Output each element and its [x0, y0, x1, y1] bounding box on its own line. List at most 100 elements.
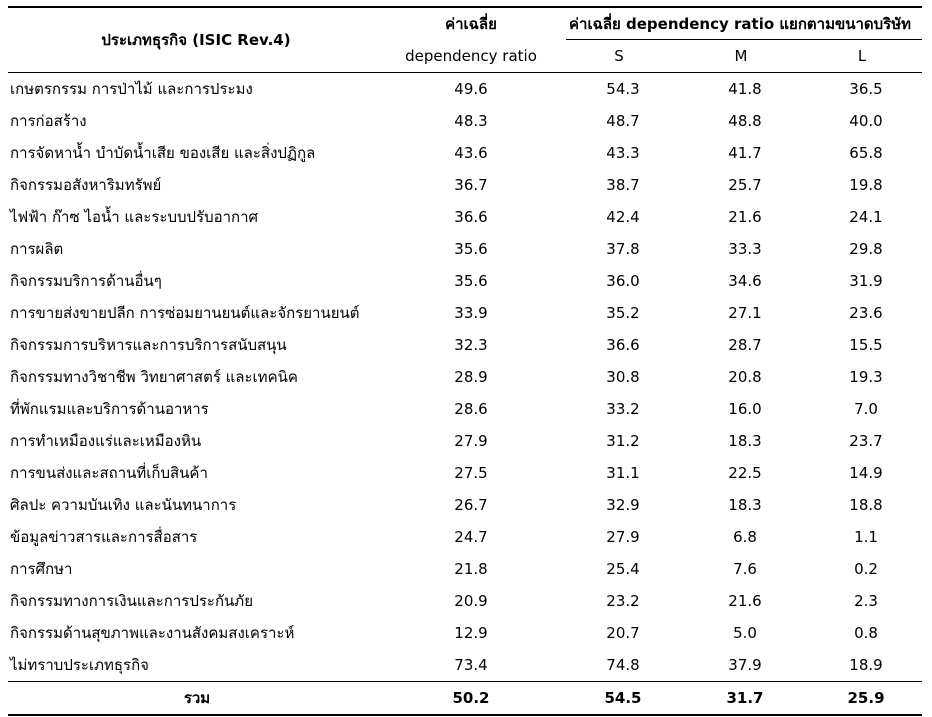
- cell-size-l: 29.8: [849, 240, 883, 258]
- table-row: ที่พักแรมและบริการด้านอาหาร 28.6 33.2 16.0 7…: [8, 393, 922, 425]
- cell-average: 20.9: [454, 592, 488, 610]
- cell-size-l: 18.9: [849, 656, 883, 674]
- table-row: การจัดหาน้ำ บำบัดน้ำเสีย ของเสีย และสิ่ง…: [8, 137, 922, 169]
- cell-average: 33.9: [454, 304, 488, 322]
- cell-size-l: 23.7: [849, 432, 883, 450]
- cell-size-s: 32.9: [606, 496, 640, 514]
- table-row: กิจกรรมทางวิชาชีพ วิทยาศาสตร์ และเทคนิค 2…: [8, 361, 922, 393]
- cell-average: 28.9: [454, 368, 488, 386]
- cell-size-m: 5.0: [733, 624, 757, 642]
- cell-size-l: 2.3: [854, 592, 878, 610]
- total-cell-size-l: 25.9: [847, 689, 885, 707]
- cell-category: ไฟฟ้า ก๊าซ ไอน้ำ และระบบปรับอากาศ: [10, 208, 259, 226]
- table-header: ประเภทธุรกิจ (ISIC Rev.4) ค่าเฉลี่ย depe…: [8, 7, 923, 73]
- cell-size-m: 37.9: [728, 656, 762, 674]
- cell-category: กิจกรรมการบริหารและการบริการสนับสนุน: [10, 336, 287, 354]
- cell-average: 24.7: [454, 528, 488, 546]
- cell-average: 35.6: [454, 240, 488, 258]
- cell-size-s: 36.0: [606, 272, 640, 290]
- total-cell-average: 50.2: [452, 689, 490, 707]
- cell-category: เกษตรกรรม การป่าไม้ และการประมง: [10, 80, 253, 98]
- by-size-underline: [566, 39, 923, 40]
- table-row: ศิลปะ ความบันเทิง และนันทนาการ 26.7 32.9 18…: [8, 489, 922, 521]
- table-row: ข้อมูลข่าวสารและการสื่อสาร 24.7 27.9 6.8 1.1: [8, 521, 922, 553]
- cell-average: 26.7: [454, 496, 488, 514]
- cell-size-l: 18.8: [849, 496, 883, 514]
- cell-size-s: 31.1: [606, 464, 640, 482]
- table-row: การขายส่งขายปลีก การซ่อมยานยนต์และจักรยา…: [8, 297, 922, 329]
- cell-average: 32.3: [454, 336, 488, 354]
- table-row: กิจกรรมด้านสุขภาพและงานสังคมสงเคราะห์ 12.…: [8, 617, 922, 649]
- cell-average: 48.3: [454, 112, 488, 130]
- cell-size-l: 31.9: [849, 272, 883, 290]
- cell-size-m: 34.6: [728, 272, 762, 290]
- cell-size-m: 18.3: [728, 432, 762, 450]
- cell-size-m: 41.7: [728, 144, 762, 162]
- cell-category: การผลิต: [10, 240, 64, 258]
- total-cell-size-s: 54.5: [604, 689, 642, 707]
- cell-size-l: 23.6: [849, 304, 883, 322]
- cell-size-s: 42.4: [606, 208, 640, 226]
- average-header-line1: ค่าเฉลี่ย: [445, 15, 497, 33]
- table-row: กิจกรรมการบริหารและการบริการสนับสนุน 32.3…: [8, 329, 922, 361]
- cell-size-l: 1.1: [854, 528, 878, 546]
- cell-size-l: 36.5: [849, 80, 883, 98]
- cell-category: กิจกรรมทางวิชาชีพ วิทยาศาสตร์ และเทคนิค: [10, 368, 298, 386]
- cell-category: การขายส่งขายปลีก การซ่อมยานยนต์และจักรยา…: [10, 304, 360, 322]
- cell-size-s: 74.8: [606, 656, 640, 674]
- table-row: ไฟฟ้า ก๊าซ ไอน้ำ และระบบปรับอากาศ 36.6 42.…: [8, 201, 922, 233]
- cell-size-m: 25.7: [728, 176, 762, 194]
- cell-average: 73.4: [454, 656, 488, 674]
- cell-size-l: 40.0: [849, 112, 883, 130]
- cell-average: 36.6: [454, 208, 488, 226]
- table-row: การศึกษา 21.8 25.4 7.6 0.2: [8, 553, 922, 585]
- cell-size-l: 24.1: [849, 208, 883, 226]
- cell-category: การก่อสร้าง: [10, 112, 87, 130]
- cell-size-l: 65.8: [849, 144, 883, 162]
- cell-size-s: 48.7: [606, 112, 640, 130]
- cell-size-l: 14.9: [849, 464, 883, 482]
- by-size-header: ค่าเฉลี่ย dependency ratio แยกตามขนาดบริ…: [558, 7, 923, 40]
- cell-average: 27.5: [454, 464, 488, 482]
- cell-category: ข้อมูลข่าวสารและการสื่อสาร: [10, 528, 198, 546]
- table-row: กิจกรรมทางการเงินและการประกันภัย 20.9 23.2…: [8, 585, 922, 617]
- table-row: การขนส่งและสถานที่เก็บสินค้า 27.5 31.1 22.5…: [8, 457, 922, 489]
- size-s-header: S: [558, 40, 680, 73]
- cell-average: 12.9: [454, 624, 488, 642]
- cell-average: 49.6: [454, 80, 488, 98]
- cell-size-l: 19.8: [849, 176, 883, 194]
- cell-category: การทำเหมืองแร่และเหมืองหิน: [10, 432, 202, 450]
- table-body: เกษตรกรรม การป่าไม้ และการประมง 49.6 54.3 4…: [8, 73, 923, 715]
- table-row: การทำเหมืองแร่และเหมืองหิน 27.9 31.2 18.3 23…: [8, 425, 922, 457]
- cell-size-m: 33.3: [728, 240, 762, 258]
- total-cell-category: รวม: [183, 689, 211, 707]
- cell-size-s: 38.7: [606, 176, 640, 194]
- cell-average: 43.6: [454, 144, 488, 162]
- cell-size-m: 18.3: [728, 496, 762, 514]
- cell-size-m: 20.8: [728, 368, 762, 386]
- cell-category: กิจกรรมด้านสุขภาพและงานสังคมสงเคราะห์: [10, 624, 295, 642]
- cell-size-l: 19.3: [849, 368, 883, 386]
- cell-size-m: 21.6: [728, 208, 762, 226]
- size-m-header: M: [680, 40, 802, 73]
- cell-size-s: 33.2: [606, 400, 640, 418]
- cell-size-l: 7.0: [854, 400, 878, 418]
- cell-size-m: 21.6: [728, 592, 762, 610]
- cell-size-m: 22.5: [728, 464, 762, 482]
- table-row: ไม่ทราบประเภทธุรกิจ 73.4 74.8 37.9 18.9: [8, 649, 922, 682]
- cell-size-s: 36.6: [606, 336, 640, 354]
- table-row: การผลิต 35.6 37.8 33.3 29.8: [8, 233, 922, 265]
- total-cell-size-m: 31.7: [726, 689, 764, 707]
- total-row: รวม 50.2 54.5 31.7 25.9: [8, 681, 923, 715]
- cell-size-m: 27.1: [728, 304, 762, 322]
- cell-size-s: 20.7: [606, 624, 640, 642]
- cell-category: กิจกรรมอสังหาริมทรัพย์: [10, 176, 162, 194]
- cell-size-s: 37.8: [606, 240, 640, 258]
- cell-size-l: 0.2: [854, 560, 878, 578]
- cell-size-m: 6.8: [733, 528, 757, 546]
- cell-category: ศิลปะ ความบันเทิง และนันทนาการ: [10, 496, 237, 514]
- size-l-header: L: [802, 40, 923, 73]
- table-row: การก่อสร้าง 48.3 48.7 48.8 40.0: [8, 105, 922, 137]
- cell-size-s: 30.8: [606, 368, 640, 386]
